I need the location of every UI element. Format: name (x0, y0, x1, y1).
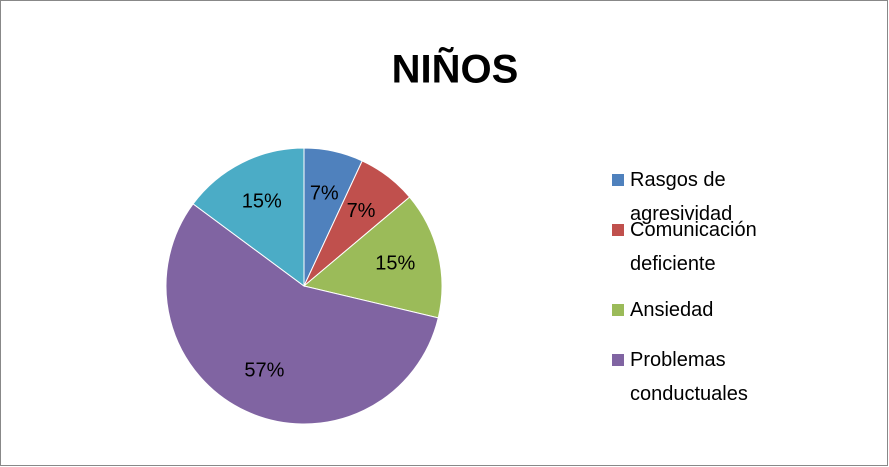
data-label: 7% (347, 200, 376, 222)
legend-item: Problemas conductuales (612, 343, 842, 411)
legend-label: Problemas conductuales (630, 349, 748, 405)
data-label: 15% (375, 253, 415, 275)
data-label: 57% (244, 359, 284, 381)
pie-slice (192, 147, 305, 287)
legend-swatch (612, 224, 624, 236)
pie-slice (165, 203, 439, 425)
legend-swatch (612, 174, 624, 186)
legend-swatch (612, 354, 624, 366)
pie-slice (302, 196, 443, 319)
legend-label: Rasgos de agresividad (630, 169, 733, 225)
legend-item: Rasgos de agresividad (612, 163, 842, 231)
data-label: 7% (310, 183, 339, 205)
chart-title: NIÑOS (392, 46, 519, 92)
data-label: 15% (242, 190, 282, 212)
legend-swatch (612, 304, 624, 316)
legend-item: Ansiedad (612, 293, 842, 327)
legend-item: Comunicación deficiente (612, 213, 842, 281)
legend-label: Ansiedad (630, 299, 714, 321)
legend-label: Comunicación deficiente (630, 219, 757, 275)
